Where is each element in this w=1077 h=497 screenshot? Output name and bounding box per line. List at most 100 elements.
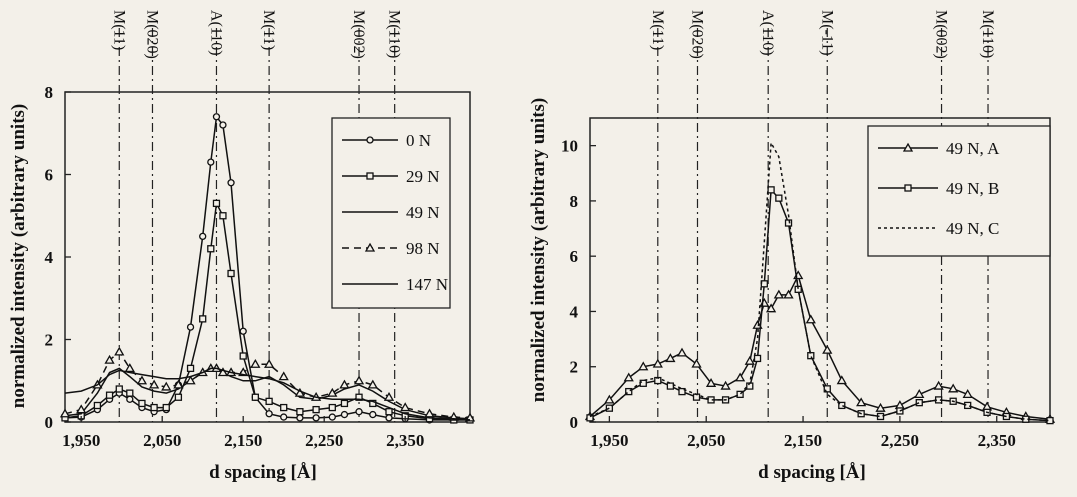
left-data-point [250,358,261,368]
right-legend-label: 49 N, C [946,219,999,238]
right-data-point [625,387,633,396]
right-data-point [744,355,755,365]
right-data-point [752,319,763,329]
left-data-point [239,327,247,335]
left-data-point [312,405,320,414]
right-x-tick-label: 2,150 [784,431,822,450]
left-x-tick-label: 2,350 [386,431,424,450]
left-series-line-2 [64,367,471,420]
left-legend: 0 N 29 N 49 N 98 N 147 N [331,117,451,309]
left-y-tick-label: 4 [45,248,54,267]
left-legend-marker [366,136,374,144]
left-x-axis-title: d spacing [Å] [209,462,317,483]
right-data-point [915,399,923,407]
left-chart: 0 2 4 6 8 1,950 2,050 2,150 2,250 2,350 d spacin… [8,10,476,483]
right-data-point [666,382,675,390]
left-series-line-4 [64,367,471,421]
left-data-point [280,413,288,421]
right-ref-label: M(-11) [818,10,835,56]
left-data-point [296,408,304,416]
right-data-point [773,289,784,299]
left-data-point [185,375,196,385]
left-data-point [150,403,158,412]
right-ref-label: M(11) [649,10,666,50]
left-data-point [251,393,260,401]
right-data-point [875,402,886,412]
left-ref-label: A(110) [207,10,224,56]
right-y-axis-title: normalized intensity (arbitrary units) [528,98,549,403]
left-data-point [280,403,288,412]
left-x-tick-label: 2,050 [143,431,181,450]
left-data-point [136,375,148,385]
right-data-point [822,344,833,354]
left-data-point [227,269,235,278]
right-data-point [805,314,816,324]
left-data-point [105,391,114,399]
left-data-point [207,245,215,253]
right-chart: 0 2 4 6 8 10 1,950 2,050 2,150 2,250 2,350 d spac… [528,10,1056,483]
right-y-tick-label: 0 [570,413,579,432]
left-data-point [227,179,235,187]
left-data-point [59,408,71,418]
left-data-point [126,395,134,403]
right-data-point [720,380,731,390]
right-x-tick-label: 2,250 [881,431,919,450]
left-data-point [369,410,377,419]
left-data-point [340,410,349,419]
left-data-point [353,375,365,385]
left-ref-label: M(11) [260,10,277,50]
left-data-point [186,364,195,373]
right-data-point [836,375,847,385]
left-data-point [340,399,349,408]
right-data-point [652,358,663,368]
left-data-point [239,352,247,360]
right-data-point [676,347,688,357]
left-legend-box [331,117,451,309]
left-data-point [327,387,338,397]
left-x-tick-label: 2,250 [305,431,343,450]
left-data-point [312,414,320,422]
left-y-tick-label: 8 [45,83,54,102]
left-data-point [355,393,363,401]
right-x-axis-title: d spacing [Å] [758,462,866,483]
right-data-point [665,353,676,363]
left-legend-label: 98 N [406,239,440,258]
left-data-point [383,391,395,401]
left-data-point [199,232,207,241]
left-data-point [219,212,227,220]
left-data-point [207,158,215,166]
left-data-point [385,408,393,416]
right-data-point [691,358,702,368]
right-data-point [914,389,925,399]
right-ref-label: M(002) [933,10,950,59]
right-y-tick-label: 4 [570,302,579,321]
left-data-point [138,399,146,408]
left-x-tick-label: 1,950 [62,431,100,450]
left-data-point [186,323,195,331]
right-data-point [962,389,973,399]
left-legend-label: 147 N [406,275,448,294]
left-data-point [104,354,115,364]
left-data-point [265,410,273,418]
left-data-point [296,414,304,422]
left-legend-label: 0 N [406,131,431,150]
left-data-point [263,358,275,368]
right-ref-label: M(110) [979,10,996,58]
right-ref-label: M(020) [688,10,705,59]
left-data-point [367,379,378,389]
right-data-point [734,372,746,382]
right-data-point [604,394,615,404]
right-data-point [838,401,846,410]
left-data-point [278,371,289,381]
left-data-point [174,393,183,401]
right-data-point [765,303,777,313]
left-data-point [355,408,363,416]
right-plot-frame [589,117,1051,423]
left-data-point [212,199,221,208]
left-data-point [400,402,411,412]
left-data-point [339,379,350,389]
right-y-tick-label: 6 [570,247,579,266]
right-data-point [856,397,867,407]
left-data-point [424,408,435,418]
